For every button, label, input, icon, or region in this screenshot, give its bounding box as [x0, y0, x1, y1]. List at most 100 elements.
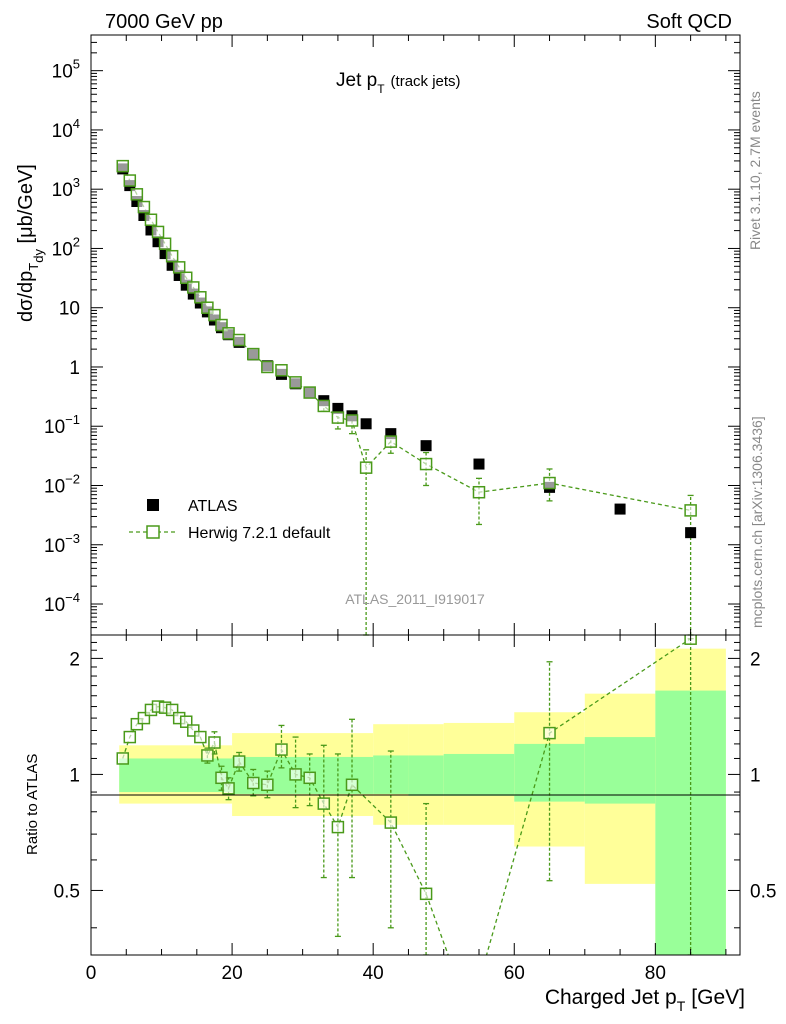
plot-title: Jet pT (track jets)	[336, 70, 461, 96]
herwig-point	[194, 291, 207, 304]
main-y-tick-label: 10−4	[44, 590, 80, 616]
ratio-herwig-point	[116, 752, 129, 765]
ratio-herwig-point	[345, 778, 359, 792]
atlas-point	[473, 458, 485, 470]
atlas-point	[152, 236, 164, 248]
ratio-herwig-point	[201, 749, 214, 762]
herwig-point	[384, 435, 398, 448]
herwig-point	[359, 461, 373, 474]
atlas-point	[360, 418, 372, 430]
herwig-point	[472, 485, 486, 499]
herwig-point	[187, 281, 200, 294]
main-y-tick-label: 102	[52, 234, 80, 260]
ratio-herwig-point	[261, 778, 274, 792]
herwig-point	[151, 225, 165, 239]
legend-marker-herwig	[146, 525, 160, 539]
main-plot-frame	[90, 34, 741, 636]
herwig-point	[201, 301, 214, 314]
main-y-axis-label: dσ/dpTdy [μb/GeV]	[15, 164, 46, 322]
ratio-herwig-point	[289, 768, 302, 781]
herwig-point	[123, 174, 137, 187]
atlas-point	[685, 527, 697, 539]
ratio-y-tick-label: 0.5	[54, 881, 80, 902]
analysis-id-label: ATLAS_2011_I919017	[345, 591, 485, 607]
legend: ATLAS Herwig 7.2.1 default	[129, 498, 331, 542]
ratio-herwig-point	[247, 776, 260, 790]
ratio-y-tick-label: 1	[69, 765, 80, 786]
herwig-point	[130, 188, 144, 201]
ratio-herwig-point	[419, 887, 433, 901]
ratio-data-points	[116, 635, 697, 955]
legend-marker-atlas	[147, 499, 159, 511]
ratio-herwig-point	[543, 726, 556, 740]
ratio-herwig-point	[275, 743, 288, 756]
atlas-point	[159, 248, 171, 260]
legend-label-herwig: Herwig 7.2.1 default	[188, 525, 331, 542]
ratio-herwig-point	[317, 797, 331, 810]
atlas-point	[131, 195, 143, 207]
main-y-tick-label: 105	[52, 57, 80, 83]
x-tick-label: 40	[363, 963, 384, 984]
main-data-points	[116, 159, 697, 636]
main-y-tick-label: 104	[52, 116, 80, 142]
herwig-point	[317, 399, 331, 413]
herwig-point	[215, 318, 228, 332]
herwig-point	[179, 271, 193, 285]
ratio-y-tick-label-right: 2	[750, 649, 761, 670]
ratio-herwig-point	[384, 816, 398, 829]
ratio-herwig-point	[194, 730, 207, 744]
ratio-herwig-point	[137, 711, 151, 725]
ratio-y-tick-label-right: 0.5	[750, 881, 776, 902]
rivet-version-label: Rivet 3.1.10, 2.7M events	[747, 91, 763, 250]
main-y-tick-label: 10	[59, 299, 80, 320]
legend-label-atlas: ATLAS	[188, 498, 238, 515]
atlas-point	[332, 402, 344, 414]
x-tick-label: 80	[645, 963, 666, 984]
ratio-herwig-point	[179, 715, 193, 728]
ratio-herwig-point	[123, 730, 137, 744]
herwig-point	[208, 308, 221, 322]
herwig-point	[345, 414, 359, 427]
atlas-point	[138, 209, 150, 221]
header-right-label: Soft QCD	[646, 11, 732, 33]
ratio-y-tick-label-right: 1	[750, 765, 761, 786]
ratio-herwig-point	[187, 724, 200, 737]
atlas-point	[166, 259, 178, 271]
header-left-label: 7000 GeV pp	[105, 11, 223, 33]
atlas-point	[420, 440, 432, 452]
x-axis-label: Charged Jet pT [GeV]	[545, 986, 745, 1014]
main-y-tick-label: 10−2	[44, 471, 80, 497]
ratio-axes: 0 20 40 60 80 0.5 0.5 1 1 2 2	[54, 635, 776, 984]
mcplots-reference-label: mcplots.cern.ch [arXiv:1306.3436]	[749, 416, 765, 628]
main-y-tick-label: 10−1	[44, 412, 80, 438]
ratio-band-inner-6	[584, 737, 656, 804]
herwig-point	[303, 386, 316, 399]
atlas-point	[614, 503, 626, 515]
main-y-tick-label: 10−3	[44, 531, 80, 557]
main-y-tick-label: 1	[69, 358, 80, 379]
herwig-point	[247, 347, 260, 361]
ratio-herwig-point	[331, 820, 345, 834]
ratio-band-inner-4	[443, 753, 515, 796]
herwig-point	[165, 249, 179, 263]
herwig-point	[158, 237, 172, 251]
herwig-point	[137, 200, 151, 214]
ratio-band-inner-3	[408, 755, 444, 796]
atlas-point	[187, 288, 199, 300]
ratio-y-tick-label: 2	[69, 649, 80, 670]
herwig-line	[122, 165, 691, 512]
x-tick-label: 20	[222, 963, 243, 984]
atlas-point	[180, 279, 192, 291]
ratio-herwig-point	[232, 755, 246, 768]
herwig-point	[232, 333, 246, 347]
herwig-point	[172, 261, 186, 274]
ratio-herwig-point	[303, 771, 316, 785]
atlas-point	[173, 269, 185, 281]
ratio-herwig-point	[215, 771, 228, 785]
x-tick-label: 60	[504, 963, 525, 984]
herwig-point	[144, 213, 158, 227]
herwig-point	[543, 476, 556, 490]
atlas-point	[385, 428, 397, 440]
main-y-tick-label: 103	[52, 175, 80, 201]
